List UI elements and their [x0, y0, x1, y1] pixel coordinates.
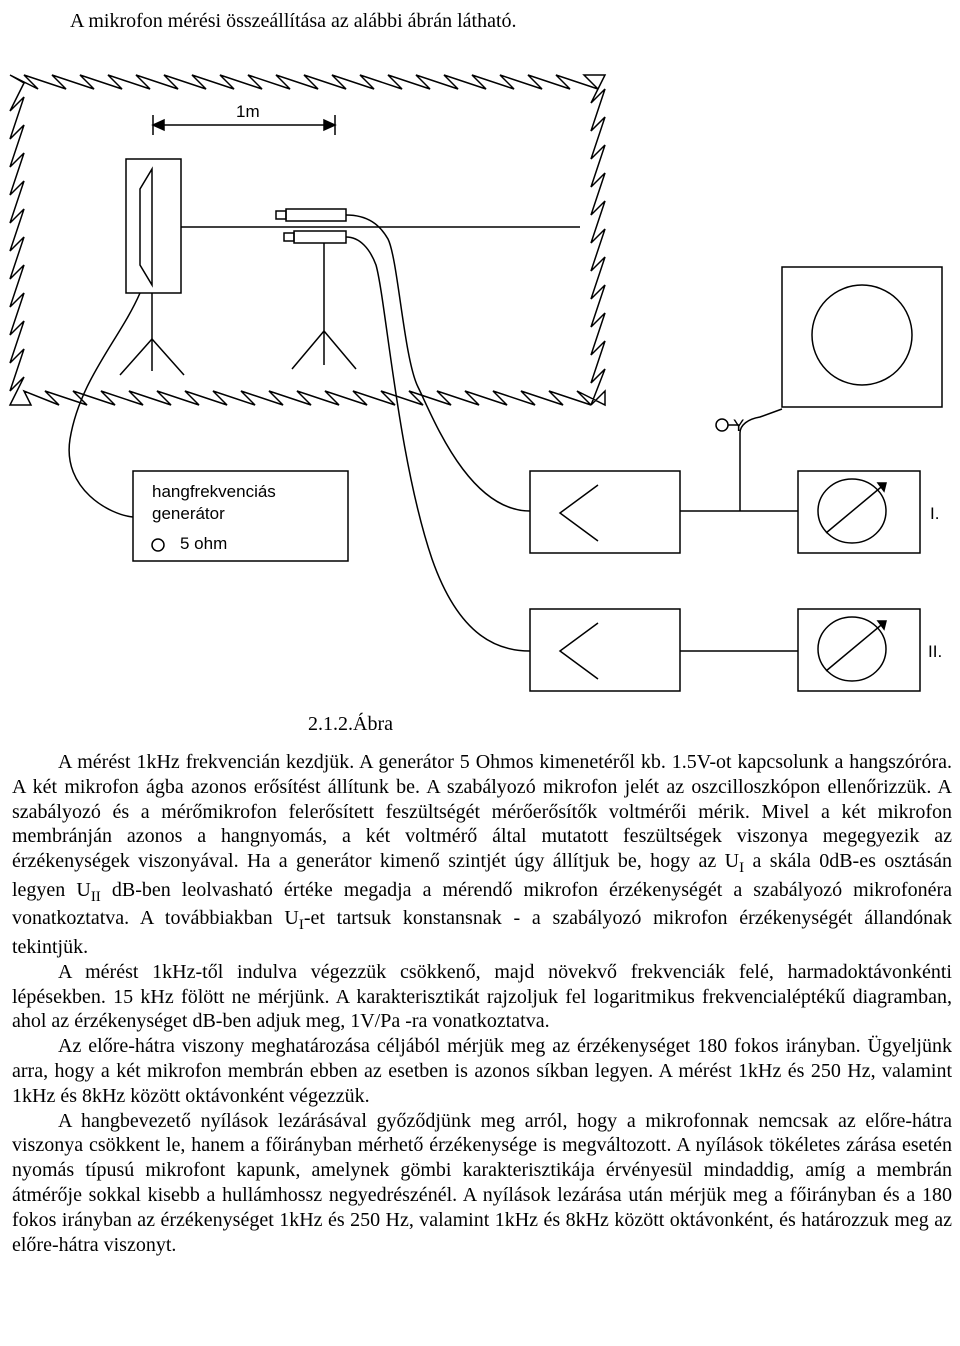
amp1-box	[530, 471, 680, 553]
meter2-arrow	[878, 621, 886, 629]
mic-cap-1	[276, 211, 286, 219]
gen-label-1: hangfrekvenciás	[152, 482, 276, 501]
para-1: A mérést 1kHz frekvencián kezdjük. A gen…	[12, 750, 952, 960]
cable-speaker	[69, 293, 140, 517]
y-label: Y	[733, 416, 744, 435]
intro-line: A mikrofon mérési összeállítása az alább…	[70, 10, 960, 33]
para-4: A hangbevezető nyílások lezárásával győz…	[12, 1109, 952, 1258]
mic-leg-r	[324, 331, 356, 369]
gen-label-2: generátor	[152, 504, 225, 523]
cable-mic2	[346, 237, 530, 651]
meter2-box	[798, 609, 920, 691]
speaker-leg-r	[152, 339, 184, 375]
gen-impedance: 5 ohm	[180, 534, 227, 553]
meter1-needle	[826, 483, 886, 533]
amp2-symbol	[560, 623, 598, 679]
scope-screen	[812, 285, 912, 385]
mic-lower	[294, 231, 346, 243]
speaker-box	[126, 159, 181, 293]
speaker-leg-l	[120, 339, 152, 375]
mic-cap-2	[284, 233, 294, 241]
meter1-label: I.	[930, 504, 939, 523]
cable-scope	[740, 409, 782, 511]
meter2-label: II.	[928, 642, 942, 661]
diagram-svg: 1m hangfrekvenciás generátor 5 ohm Y I. …	[0, 39, 960, 709]
para-2: A mérést 1kHz-től indulva végezzük csökk…	[12, 960, 952, 1034]
arrow-l	[153, 120, 164, 130]
generator-terminal	[152, 539, 164, 551]
scope-terminal	[716, 419, 728, 431]
arrow-r	[324, 120, 335, 130]
mic-upper	[286, 209, 346, 221]
meter1-box	[798, 471, 920, 553]
speaker-cone	[140, 169, 152, 285]
figure-caption: 2.1.2.Ábra	[0, 713, 960, 736]
meter1-arrow	[878, 483, 886, 491]
amp1-symbol	[560, 485, 598, 541]
measurement-diagram: 1m hangfrekvenciás generátor 5 ohm Y I. …	[0, 39, 960, 709]
distance-label: 1m	[236, 102, 260, 121]
amp2-box	[530, 609, 680, 691]
body-text: A mérést 1kHz frekvencián kezdjük. A gen…	[0, 750, 960, 1257]
para-3: Az előre-hátra viszony meghatározása cél…	[12, 1034, 952, 1108]
mic-leg-l	[292, 331, 324, 369]
scope-box	[782, 267, 942, 407]
